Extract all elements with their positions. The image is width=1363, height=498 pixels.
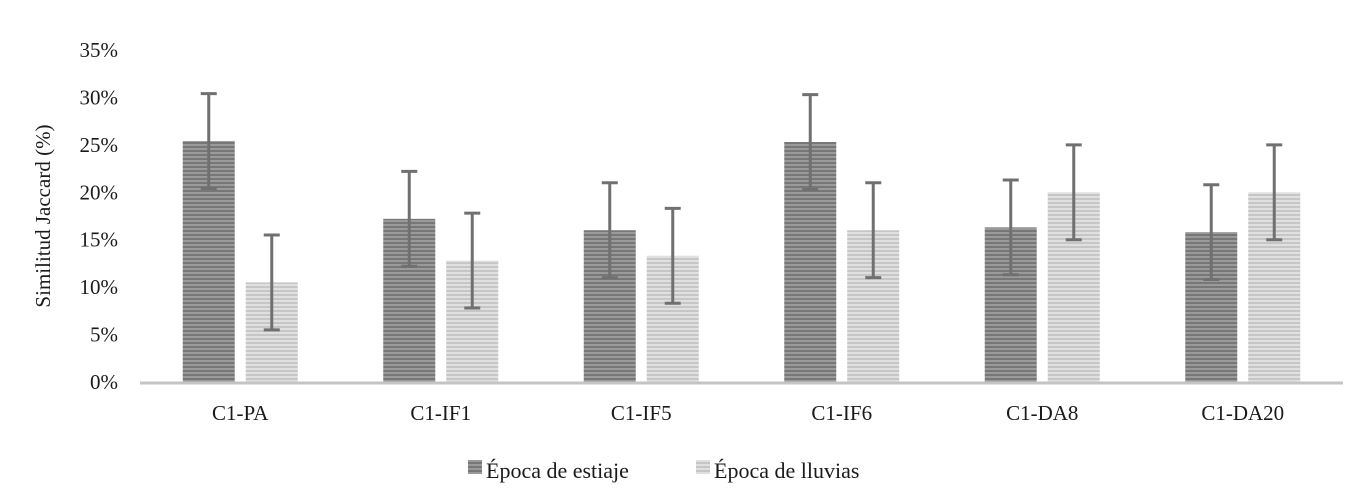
x-tick-label: C1-IF1 xyxy=(410,401,471,425)
x-tick-label: C1-DA8 xyxy=(1006,401,1078,425)
y-tick-label: 5% xyxy=(90,323,118,347)
y-axis-title: Similitud Jaccard (%) xyxy=(31,124,55,307)
y-tick-label: 25% xyxy=(80,133,119,157)
x-tick-label: C1-DA20 xyxy=(1201,401,1284,425)
x-tick-label: C1-IF6 xyxy=(811,401,872,425)
y-tick-label: 0% xyxy=(90,370,118,394)
y-tick-label: 10% xyxy=(80,275,119,299)
legend: Época de estiaje Época de lluvias xyxy=(468,458,859,483)
y-tick-label: 30% xyxy=(80,85,119,109)
legend-swatch-estiaje xyxy=(468,460,482,474)
y-tick-label: 20% xyxy=(80,180,119,204)
legend-label-lluvias: Época de lluvias xyxy=(714,458,859,483)
x-tick-label: C1-IF5 xyxy=(611,401,672,425)
y-axis-ticks: 0% 5% 10% 15% 20% 25% 30% 35% xyxy=(80,38,119,394)
legend-label-estiaje: Época de estiaje xyxy=(486,458,629,483)
error-bars-group xyxy=(200,92,1283,332)
y-tick-label: 35% xyxy=(80,38,119,62)
x-axis-category-labels: C1-PA C1-IF1 C1-IF5 C1-IF6 C1-DA8 C1-DA20 xyxy=(212,401,1284,425)
bars-group xyxy=(182,141,1301,382)
legend-swatch-lluvias xyxy=(696,460,710,474)
y-tick-label: 15% xyxy=(80,228,119,252)
x-tick-label: C1-PA xyxy=(212,401,269,425)
